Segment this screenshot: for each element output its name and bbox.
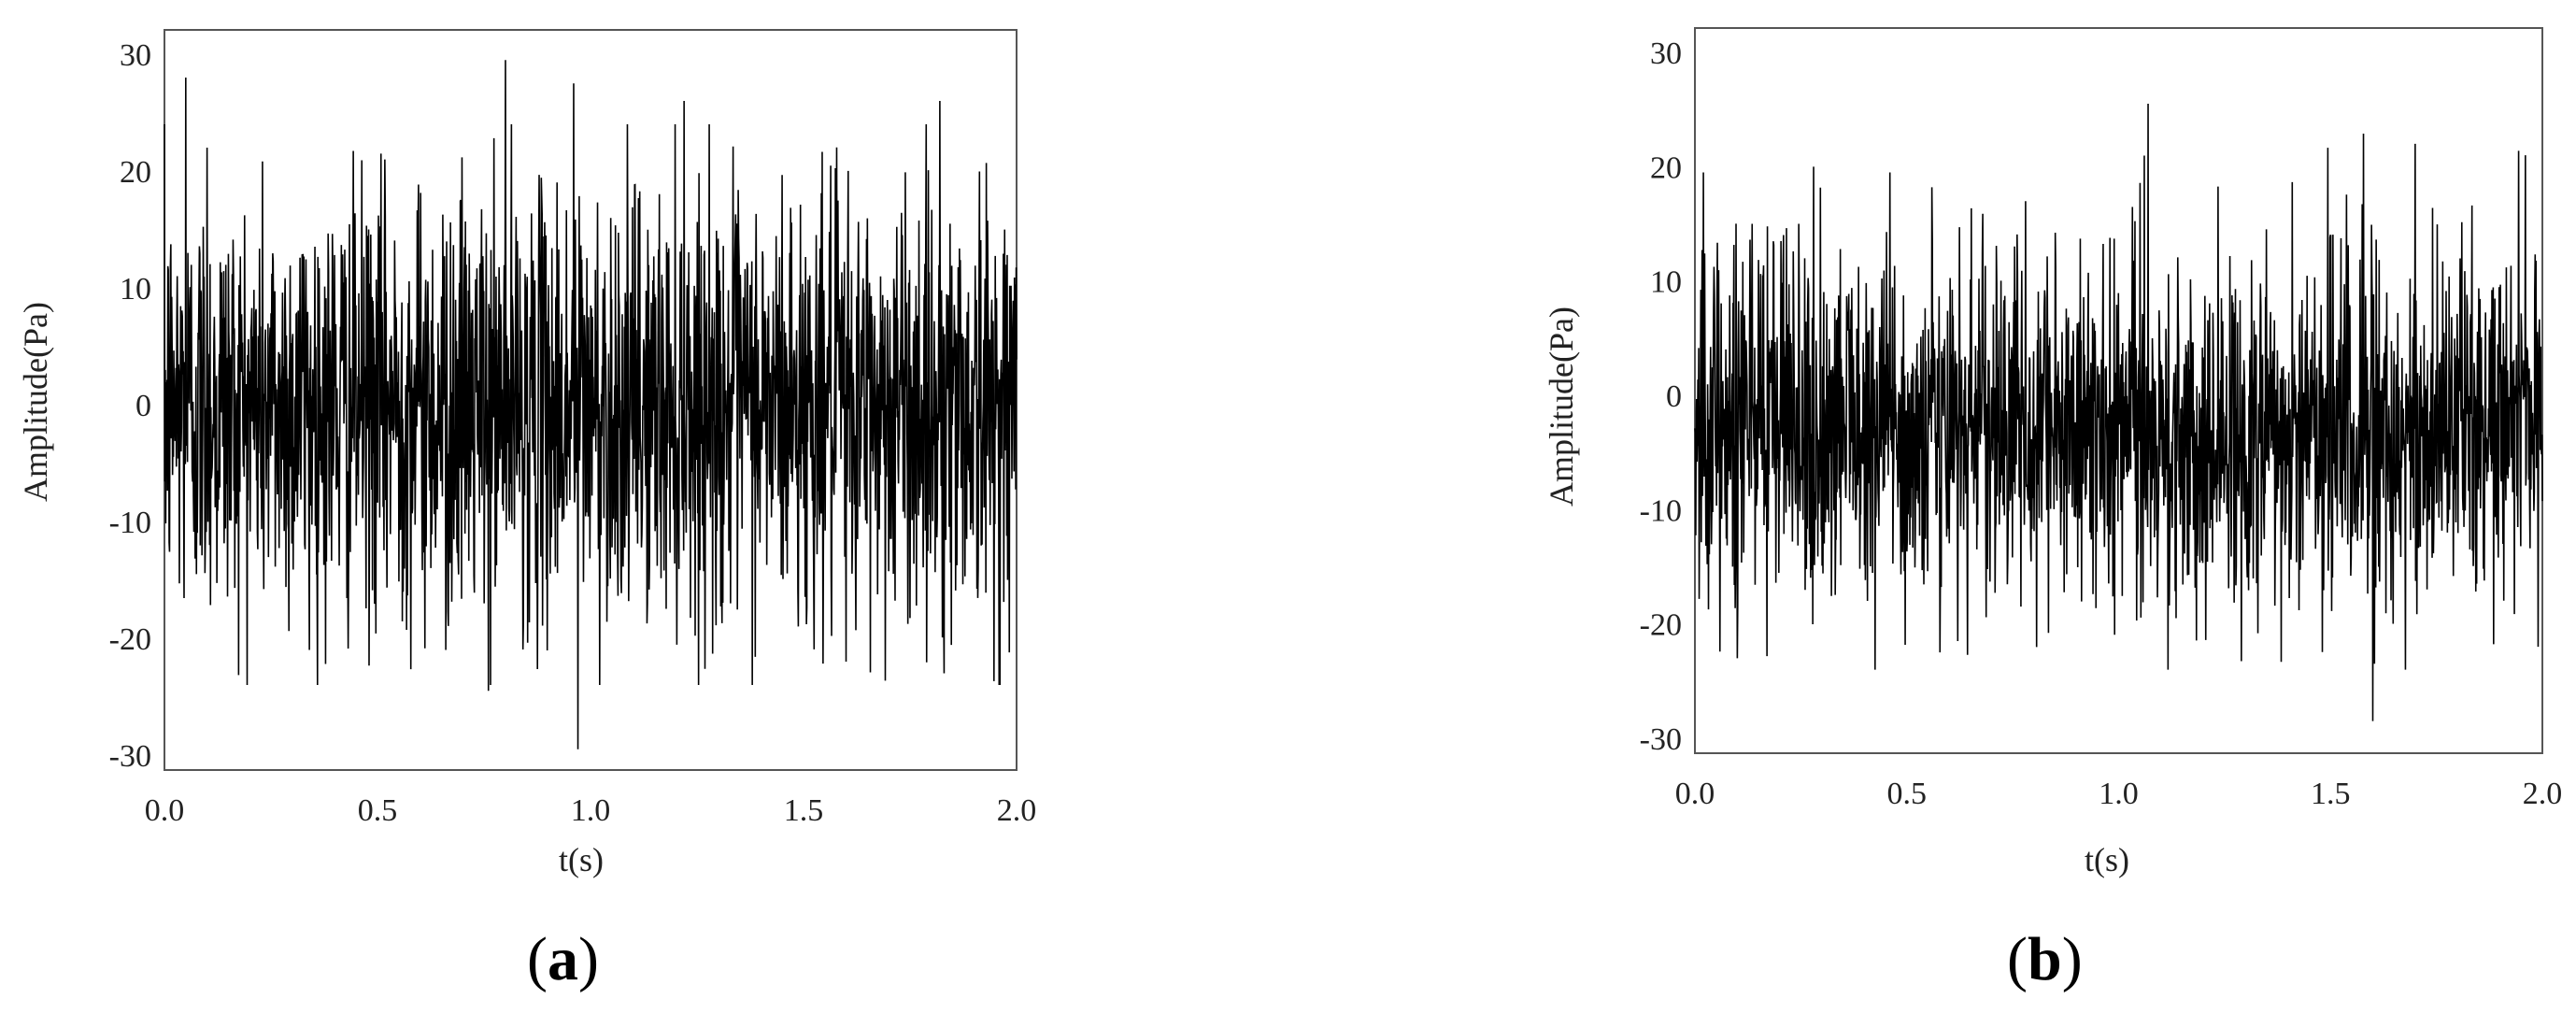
panel-a: 30 20 10 0 -10 -20 -30 0.0 0.5 1.0 1.5 2.0 Amplitu… — [17, 29, 1037, 993]
panel-b-caption-letter: b — [2028, 925, 2062, 993]
panel-a-caption-letter: a — [548, 925, 578, 993]
panel-b-x-tick-0.5: 0.5 — [1887, 777, 1928, 811]
panel-b-caption: (b) — [2007, 925, 2083, 993]
panel-a-x-tick-labels: 0.0 0.5 1.0 1.5 2.0 — [145, 793, 1037, 828]
panel-b-x-tick-2.0: 2.0 — [2523, 777, 2563, 811]
panel-a-x-tick-1.5: 1.5 — [784, 793, 824, 828]
panel-b-y-tick--20: -20 — [1640, 608, 1682, 643]
panel-a-signal-line — [164, 60, 1018, 749]
panel-a-y-tick-30: 30 — [120, 38, 151, 73]
panel-b-plot-frame — [1694, 27, 2543, 754]
panel-b-x-tick-1.5: 1.5 — [2311, 777, 2351, 811]
panel-a-caption-close-paren: ) — [578, 925, 599, 993]
panel-a-y-axis-title: Amplitude(Pa) — [17, 302, 54, 502]
panel-a-y-tick-labels: 30 20 10 0 -10 -20 -30 — [109, 38, 151, 774]
panel-a-y-tick--30: -30 — [109, 739, 151, 774]
panel-b-x-tick-1.0: 1.0 — [2099, 777, 2139, 811]
panel-a-x-tick-2.0: 2.0 — [997, 793, 1037, 828]
panel-a-y-tick-10: 10 — [120, 272, 151, 307]
panel-a-y-tick-0: 0 — [135, 389, 151, 423]
panel-b-y-tick-20: 20 — [1650, 150, 1682, 185]
panel-b-y-tick-10: 10 — [1650, 265, 1682, 300]
panel-a-x-tick-0.0: 0.0 — [145, 793, 185, 828]
panel-a-caption-open-paren: ( — [527, 925, 548, 993]
panel-b-y-tick--30: -30 — [1640, 722, 1682, 757]
panel-b-x-tick-0.0: 0.0 — [1675, 777, 1715, 811]
panel-b-x-tick-labels: 0.0 0.5 1.0 1.5 2.0 — [1675, 777, 2563, 811]
panel-a-x-axis-title: t(s) — [559, 841, 604, 878]
panel-b-caption-open-paren: ( — [2007, 925, 2028, 993]
panel-a-x-tick-1.0: 1.0 — [571, 793, 611, 828]
panel-b-y-tick-0: 0 — [1666, 379, 1682, 414]
panel-a-y-tick-20: 20 — [120, 155, 151, 190]
panel-b-y-tick--10: -10 — [1640, 493, 1682, 528]
panel-b-y-tick-30: 30 — [1650, 36, 1682, 71]
panel-b-signal-line — [1694, 104, 2543, 721]
panel-a-caption: (a) — [527, 925, 599, 993]
panel-b-y-axis-title: Amplitude(Pa) — [1543, 307, 1580, 507]
panel-b: 30 20 10 0 -10 -20 -30 0.0 0.5 1.0 1.5 2.0 Amplitu… — [1543, 27, 2563, 993]
panel-b-x-axis-title: t(s) — [2085, 841, 2129, 878]
panel-a-y-tick--20: -20 — [109, 622, 151, 657]
panel-a-y-tick--10: -10 — [109, 506, 151, 540]
panel-b-caption-close-paren: ) — [2062, 925, 2083, 993]
panel-a-x-tick-0.5: 0.5 — [358, 793, 398, 828]
panel-b-y-tick-labels: 30 20 10 0 -10 -20 -30 — [1640, 36, 1682, 757]
